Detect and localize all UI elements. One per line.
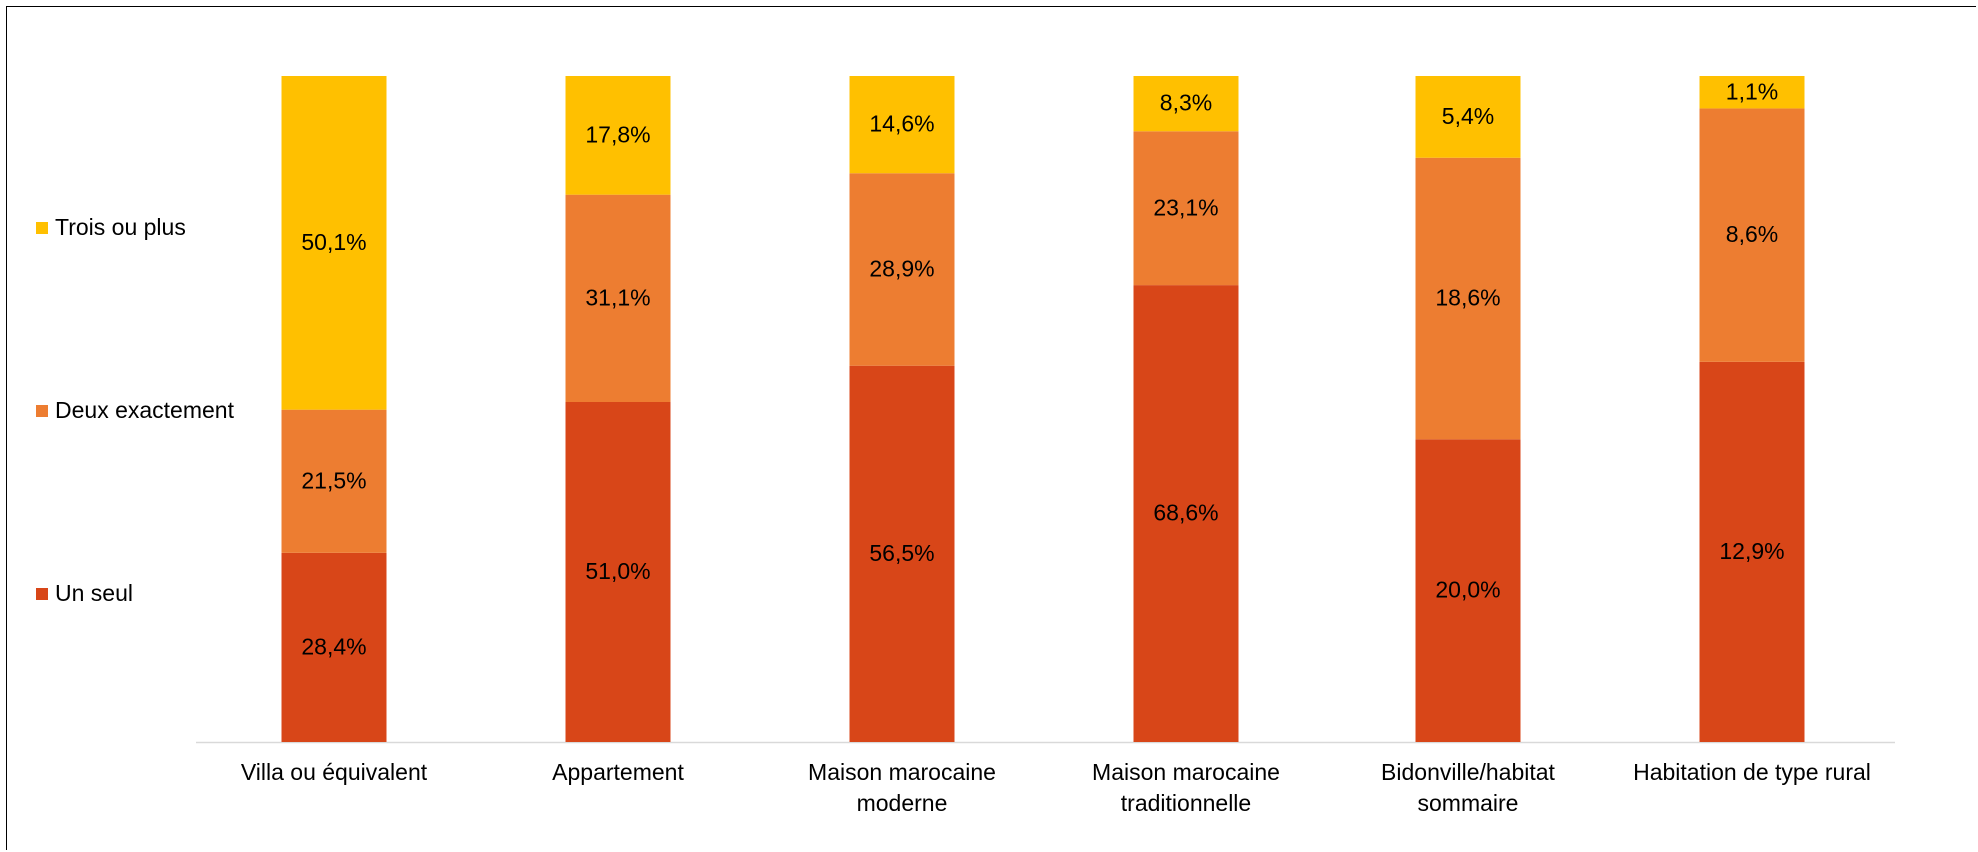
legend-label: Un seul bbox=[55, 580, 133, 606]
x-tick-label: Maison marocaine moderne bbox=[808, 759, 996, 816]
value-label: 50,1% bbox=[301, 229, 366, 255]
x-tick-label: Maison marocaine traditionnelle bbox=[1092, 759, 1280, 816]
bar-segment bbox=[1415, 157, 1521, 440]
bar-segment bbox=[565, 76, 671, 195]
value-label: 17,8% bbox=[585, 121, 650, 147]
x-tick-label: Habitation de type rural bbox=[1633, 759, 1871, 785]
value-label: 28,9% bbox=[869, 256, 934, 282]
bar-segment bbox=[849, 173, 955, 366]
value-label: 21,5% bbox=[301, 467, 366, 493]
bar-segment bbox=[1415, 439, 1521, 742]
bar-segment bbox=[1133, 285, 1239, 742]
value-label: 31,1% bbox=[585, 284, 650, 310]
value-label: 1,1% bbox=[1726, 78, 1778, 104]
legend-swatch bbox=[36, 405, 48, 417]
bar-segment bbox=[565, 402, 671, 742]
bar-segment bbox=[1415, 76, 1521, 158]
bar-segment bbox=[281, 76, 387, 410]
bar-segment bbox=[1699, 361, 1805, 742]
value-label: 12,9% bbox=[1719, 538, 1784, 564]
value-label: 8,3% bbox=[1160, 90, 1212, 116]
legend-label: Deux exactement bbox=[55, 397, 235, 423]
value-label: 5,4% bbox=[1442, 103, 1494, 129]
value-label: 8,6% bbox=[1726, 221, 1778, 247]
value-label: 20,0% bbox=[1435, 577, 1500, 603]
bar-segment bbox=[565, 194, 671, 402]
bar-segment bbox=[1699, 108, 1805, 362]
value-label: 14,6% bbox=[869, 111, 934, 137]
x-tick-label: Villa ou équivalent bbox=[240, 759, 428, 785]
value-label: 51,0% bbox=[585, 558, 650, 584]
legend-label: Trois ou plus bbox=[55, 214, 186, 240]
x-tick-label: Bidonville/habitat sommaire bbox=[1381, 759, 1555, 816]
chart-frame bbox=[6, 6, 1976, 850]
value-label: 68,6% bbox=[1153, 500, 1218, 526]
bar-segment bbox=[1133, 76, 1239, 132]
bar-segment bbox=[281, 409, 387, 553]
value-label: 18,6% bbox=[1435, 285, 1500, 311]
value-label: 23,1% bbox=[1153, 194, 1218, 220]
x-tick-label: Appartement bbox=[552, 759, 684, 785]
bar-segment bbox=[1699, 76, 1805, 109]
legend-swatch bbox=[36, 222, 48, 234]
bar-segment bbox=[849, 76, 955, 174]
bar-segment bbox=[1133, 131, 1239, 286]
value-label: 28,4% bbox=[301, 634, 366, 660]
legend-swatch bbox=[36, 588, 48, 600]
value-label: 56,5% bbox=[869, 540, 934, 566]
bar-segment bbox=[849, 365, 955, 742]
bar-segment bbox=[281, 552, 387, 742]
